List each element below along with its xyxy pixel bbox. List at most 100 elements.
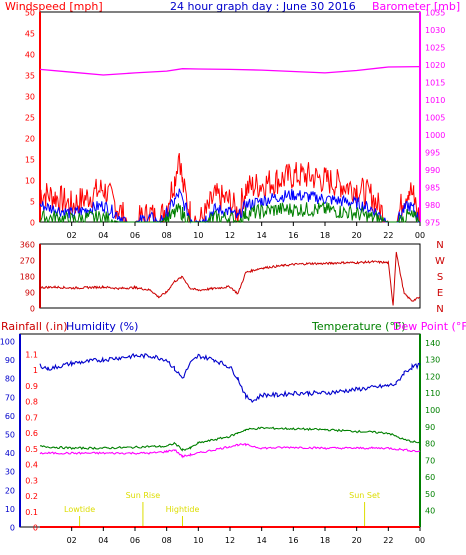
baro-tick-label: 1010 [425, 96, 445, 105]
rain-tick-label: 0.5 [25, 445, 38, 454]
baro-tick-label: 1020 [425, 61, 445, 70]
temp-axis-label: Temperature (°F) [311, 320, 406, 333]
wind-tick-label: 35 [25, 72, 35, 81]
wind-tick-label: 0 [30, 219, 35, 228]
rain-tick-label: 0.1 [25, 508, 38, 517]
baro-tick-label: 1035 [425, 9, 445, 18]
wind-x-ticks: 02 04 06 08 10 12 14 16 18 20 22 00 [67, 222, 425, 240]
baro-tick-label: 995 [425, 149, 440, 158]
direction-tick-label: 360 [20, 241, 35, 250]
wind-tick-label: 50 [25, 9, 35, 18]
wind-tick-label: 10 [25, 177, 35, 186]
temp-tick-label: 40 [425, 507, 435, 516]
rain-tick-label: 0.8 [25, 398, 38, 407]
average-wind-line [39, 188, 420, 224]
compass-label: W [435, 256, 445, 267]
rain-tick-label: 0.3 [25, 476, 38, 485]
rain-tick-label: 0.4 [25, 461, 38, 470]
x-tick-label: 02 [67, 231, 77, 240]
humidity-tick-label: 80 [5, 375, 15, 384]
temp-tick-label: 100 [425, 406, 440, 415]
x-tick-label: 14 [257, 536, 267, 545]
baro-tick-label: 975 [425, 219, 440, 228]
x-tick-label: 10 [193, 536, 203, 545]
dewpoint-line [39, 443, 421, 459]
compass-label: N [436, 304, 443, 315]
x-tick-label: 22 [383, 536, 393, 545]
x-tick-label: 10 [193, 231, 203, 240]
humidity-tick-label: 90 [5, 356, 15, 365]
direction-tick-label: 270 [20, 257, 35, 266]
rain-tick-label: 0.9 [25, 382, 38, 391]
dewpoint-axis-label: Dew Point (°F) [393, 320, 466, 333]
baro-tick-label: 1025 [425, 44, 445, 53]
x-tick-label: 16 [288, 536, 298, 545]
wind-direction-line [39, 251, 421, 306]
low-wind-line [39, 202, 421, 224]
direction-y-ticks: 0 90 180 270 360 [20, 241, 35, 314]
x-tick-label: 14 [257, 231, 267, 240]
wind-tick-label: 15 [25, 156, 35, 165]
rain-tick-label: 0.2 [25, 492, 38, 501]
x-tick-label: 02 [67, 536, 77, 545]
humidity-tick-label: 60 [5, 412, 15, 421]
annotation-label: Lowtide [64, 505, 95, 514]
gust-line [39, 152, 420, 223]
wind-tick-label: 30 [25, 93, 35, 102]
x-tick-label: 12 [225, 231, 235, 240]
temp-tick-label: 70 [425, 456, 435, 465]
x-tick-label: 00 [415, 536, 425, 545]
humidity-tick-label: 20 [5, 486, 15, 495]
baro-tick-label: 1000 [425, 131, 445, 140]
direction-tick-label: 0 [30, 305, 35, 314]
humidity-tick-label: 0 [10, 524, 15, 533]
rain-tick-label: 0 [33, 524, 38, 533]
rain-axis-label: Rainfall (.in) [1, 320, 68, 333]
temp-tick-label: 140 [425, 339, 440, 348]
wind-axis-label: Windspeed [mph] [5, 0, 103, 13]
wind-tick-label: 45 [25, 30, 35, 39]
climate-annotations: Lowtide Sun Rise Hightide Sun Set [64, 491, 380, 527]
barometer-line [39, 65, 421, 76]
x-tick-label: 08 [162, 231, 172, 240]
temp-tick-label: 60 [425, 473, 435, 482]
wind-y-ticks: 0 5 10 15 20 25 30 35 40 45 50 [25, 9, 35, 228]
compass-label: N [436, 240, 443, 251]
x-tick-label: 04 [98, 231, 108, 240]
baro-tick-label: 1005 [425, 114, 445, 123]
annotation-label: Sun Rise [126, 491, 161, 500]
wind-tick-label: 40 [25, 51, 35, 60]
climate-series [39, 352, 421, 528]
humidity-tick-label: 50 [5, 431, 15, 440]
x-tick-label: 04 [98, 536, 108, 545]
humidity-axis-label: Humidity (%) [66, 320, 138, 333]
humidity-tick-label: 10 [5, 505, 15, 514]
compass-label: S [437, 272, 443, 283]
humidity-tick-label: 100 [0, 338, 15, 347]
rain-tick-label: 0.6 [25, 429, 38, 438]
x-tick-label: 00 [415, 231, 425, 240]
annotation-label: Hightide [166, 505, 200, 514]
x-tick-label: 22 [383, 231, 393, 240]
temp-tick-label: 110 [425, 389, 440, 398]
temp-tick-label: 120 [425, 372, 440, 381]
baro-axis-label: Barometer [mb] [372, 0, 460, 13]
baro-tick-label: 985 [425, 184, 440, 193]
wind-series [39, 65, 421, 224]
x-tick-label: 20 [352, 231, 362, 240]
wind-tick-label: 20 [25, 135, 35, 144]
direction-panel-frame [39, 243, 421, 309]
x-tick-label: 20 [352, 536, 362, 545]
wind-tick-label: 25 [25, 114, 35, 123]
humidity-tick-label: 40 [5, 449, 15, 458]
baro-tick-label: 980 [425, 201, 440, 210]
annotation-label: Sun Set [349, 491, 380, 500]
rain-tick-label: 1.1 [25, 351, 38, 360]
x-tick-label: 06 [130, 536, 140, 545]
temp-tick-label: 80 [425, 440, 435, 449]
wind-tick-label: 5 [30, 198, 35, 207]
x-tick-label: 08 [162, 536, 172, 545]
direction-series [39, 251, 421, 306]
